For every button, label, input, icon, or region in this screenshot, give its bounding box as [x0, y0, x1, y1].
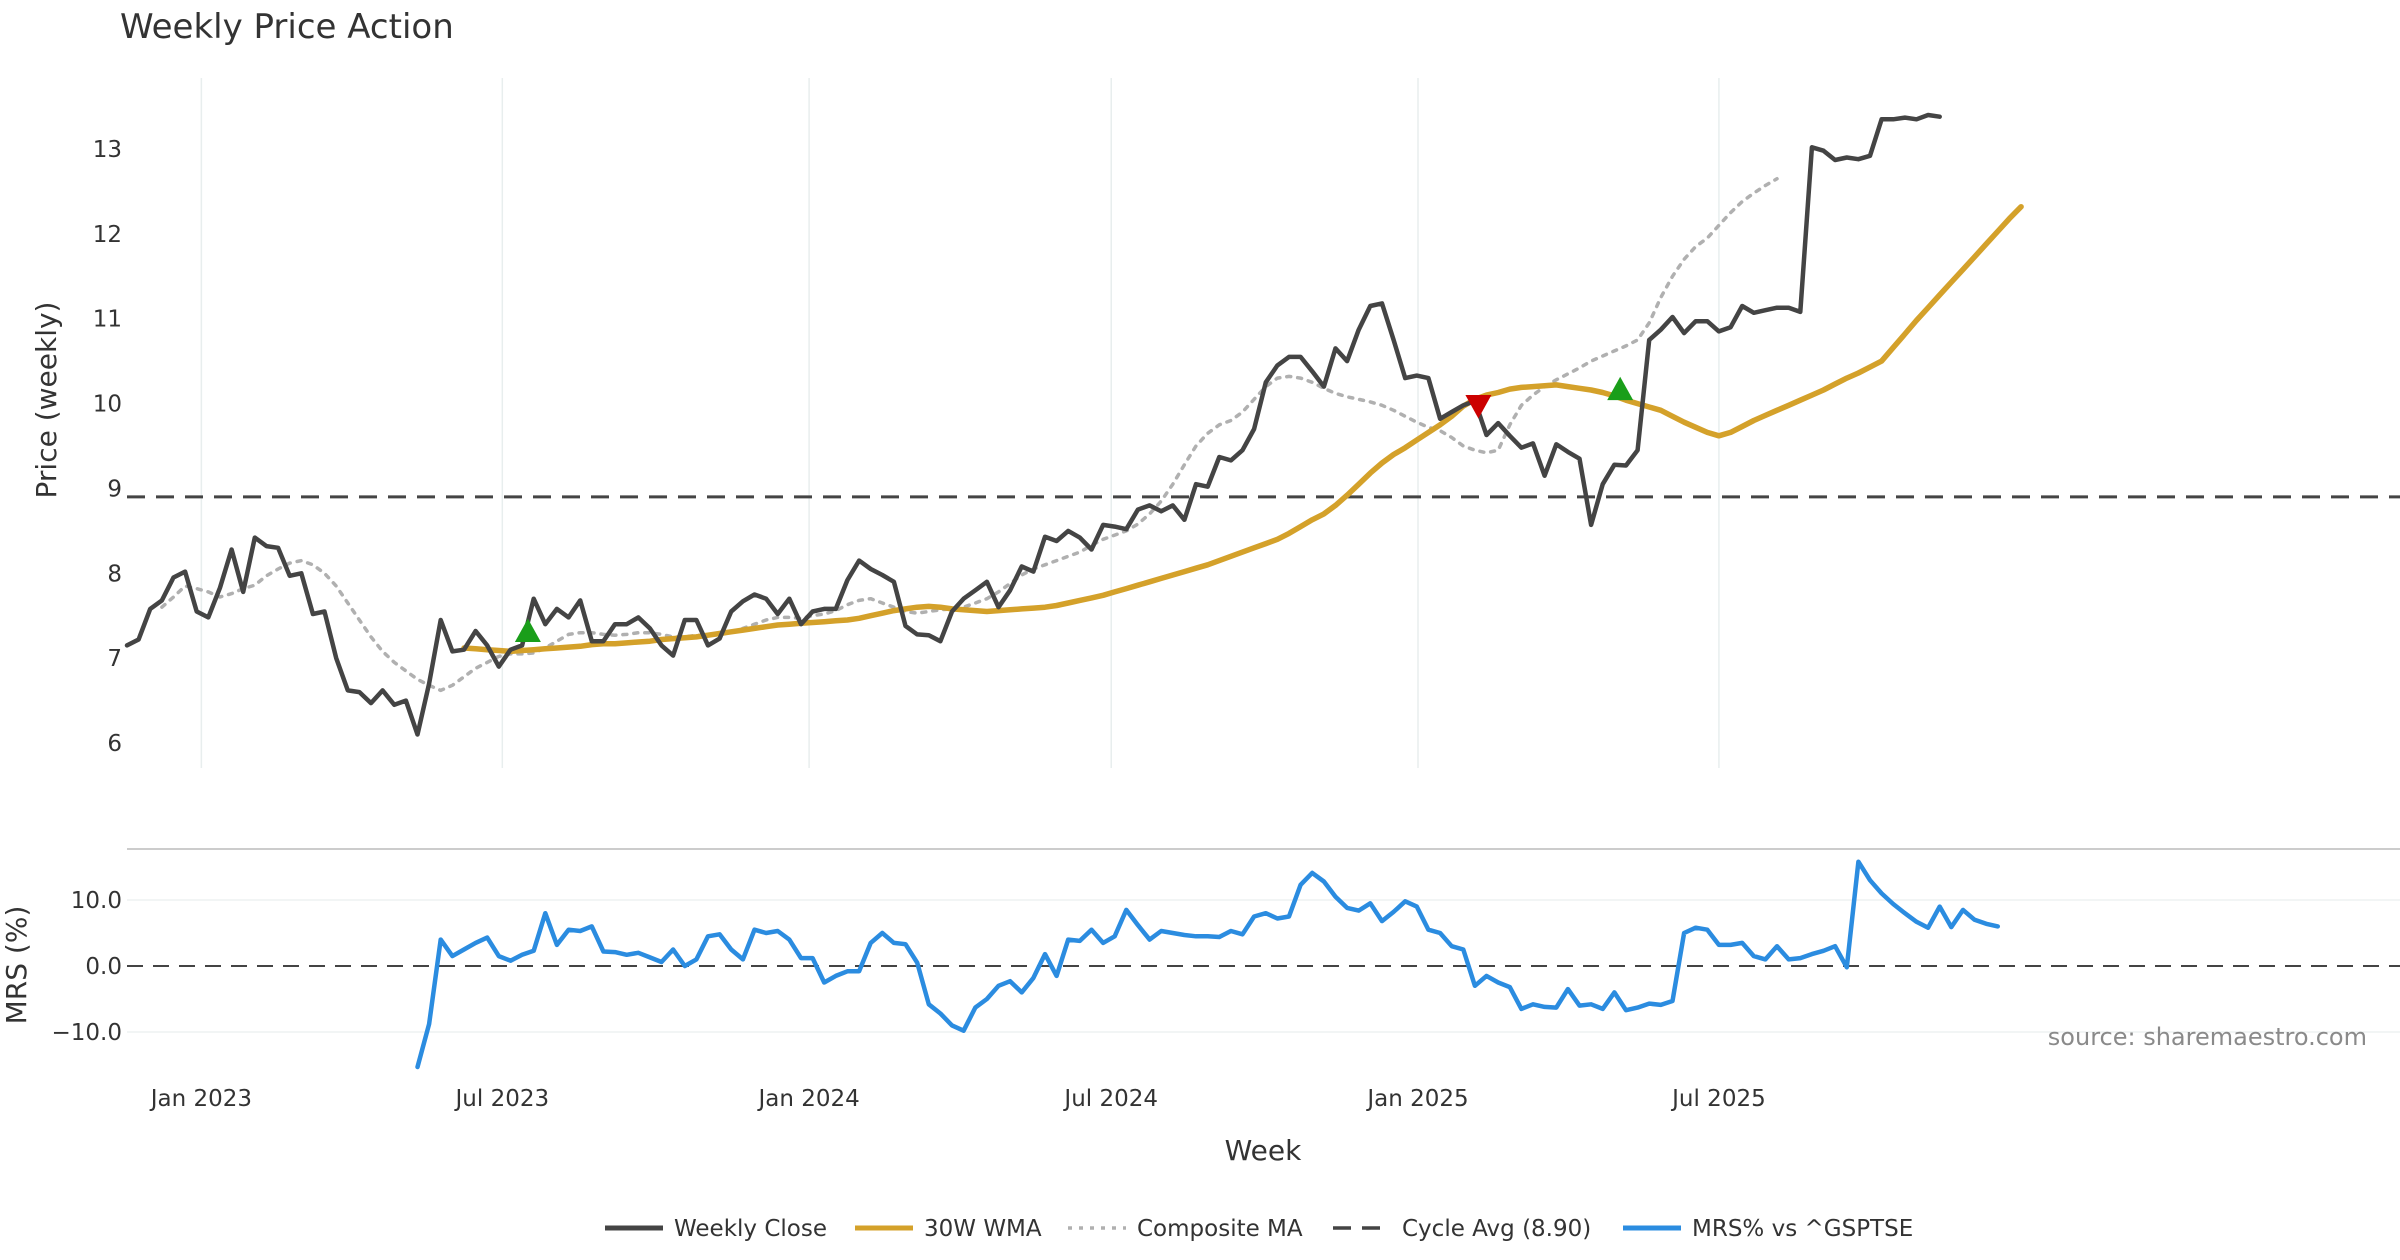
sell-signal-marker: [1465, 395, 1492, 419]
legend-label: 30W WMA: [924, 1216, 1042, 1242]
price-y-tick-label: 8: [107, 561, 122, 587]
legend-item: Weekly Close: [605, 1216, 827, 1242]
mrs-y-ticks: 10.0 0.0 −10.0: [52, 888, 122, 1046]
x-tick-label: Jul 2024: [1062, 1086, 1158, 1112]
legend-label: Weekly Close: [674, 1216, 827, 1242]
price-y-tick-label: 6: [107, 731, 122, 757]
price-series: [124, 112, 2024, 737]
legend-label: Cycle Avg (8.90): [1402, 1216, 1591, 1242]
legend: Weekly Close 30W WMA Composite MA Cycle Avg…: [605, 1216, 1913, 1242]
legend-item: Composite MA: [1068, 1216, 1303, 1242]
legend-label: Composite MA: [1137, 1216, 1303, 1242]
mrs-y-tick-label: −10.0: [52, 1020, 122, 1046]
price-y-tick-label: 13: [93, 137, 122, 163]
price-y-tick-label: 11: [93, 307, 122, 333]
mrs-y-tick-label: 0.0: [85, 954, 122, 980]
signal-markers: [514, 376, 1634, 643]
mrs-gridlines: [127, 899, 2400, 1033]
x-tick-label: Jul 2023: [454, 1086, 550, 1112]
legend-item: 30W WMA: [855, 1216, 1042, 1242]
series-mrs: [415, 859, 2001, 1070]
x-tick-label: Jan 2024: [756, 1086, 859, 1112]
legend-label: MRS% vs ^GSPTSE: [1692, 1216, 1913, 1242]
legend-item: Cycle Avg (8.90): [1333, 1216, 1591, 1242]
chart-title: Weekly Price Action: [120, 7, 454, 47]
series-weekly-close: [124, 112, 1942, 737]
buy-signal-marker: [514, 618, 541, 643]
mrs-y-tick-label: 10.0: [71, 888, 122, 914]
price-panel: 6 7 8 9 10 11 12 13 Price (weekly): [30, 78, 2400, 768]
price-y-axis-label: Price (weekly): [30, 302, 63, 499]
mrs-y-axis-label: MRS (%): [0, 906, 33, 1025]
buy-signal-marker: [1607, 376, 1634, 401]
series-30w-wma: [461, 203, 2024, 655]
x-axis-label: Week: [1225, 1134, 1302, 1167]
mrs-series: [415, 859, 2001, 1070]
price-y-ticks: 6 7 8 9 10 11 12 13: [93, 137, 122, 757]
x-tick-label: Jul 2025: [1670, 1086, 1766, 1112]
x-axis-ticks: Jan 2023 Jul 2023 Jan 2024 Jul 2024 Jan 2025…: [149, 1086, 1766, 1112]
price-y-tick-label: 7: [107, 646, 122, 672]
legend-item: MRS% vs ^GSPTSE: [1623, 1216, 1913, 1242]
mrs-panel: 10.0 0.0 −10.0 MRS (%) source: sharemaestr…: [0, 848, 2400, 1070]
source-label: source: sharemaestro.com: [2048, 1023, 2367, 1051]
price-gridlines: [200, 78, 1720, 768]
x-tick-label: Jan 2025: [1365, 1086, 1468, 1112]
price-y-tick-label: 12: [93, 222, 122, 248]
price-y-tick-label: 9: [107, 476, 122, 502]
price-y-tick-label: 10: [93, 392, 122, 418]
series-composite-ma: [160, 176, 1779, 693]
x-tick-label: Jan 2023: [149, 1086, 252, 1112]
